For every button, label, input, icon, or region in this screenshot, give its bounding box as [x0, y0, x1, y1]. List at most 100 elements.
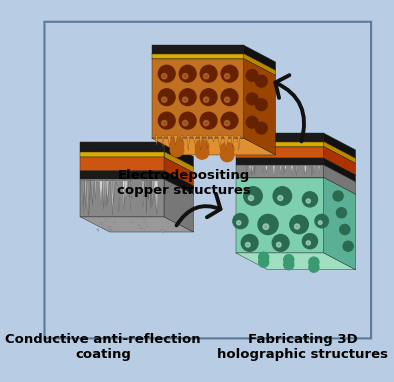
Polygon shape [145, 181, 148, 214]
Polygon shape [244, 45, 276, 70]
Polygon shape [80, 171, 193, 186]
Polygon shape [150, 181, 152, 209]
Polygon shape [152, 53, 276, 70]
Polygon shape [138, 225, 140, 226]
Polygon shape [166, 221, 169, 224]
Polygon shape [108, 228, 111, 230]
Circle shape [203, 120, 209, 126]
Polygon shape [108, 227, 112, 231]
Polygon shape [145, 181, 148, 200]
Circle shape [195, 146, 209, 159]
Circle shape [179, 112, 196, 129]
Circle shape [246, 117, 258, 128]
Polygon shape [91, 181, 94, 203]
Circle shape [256, 75, 267, 87]
Circle shape [258, 252, 269, 262]
Circle shape [309, 262, 319, 272]
Polygon shape [152, 45, 244, 53]
Polygon shape [212, 136, 216, 142]
Circle shape [256, 122, 267, 134]
Circle shape [244, 187, 262, 205]
Polygon shape [152, 58, 276, 75]
Polygon shape [80, 157, 164, 171]
Circle shape [221, 112, 238, 129]
Polygon shape [148, 181, 149, 200]
Polygon shape [164, 179, 193, 232]
Circle shape [273, 187, 292, 205]
Polygon shape [142, 229, 145, 232]
Circle shape [290, 215, 308, 234]
Circle shape [306, 241, 310, 245]
Polygon shape [141, 181, 145, 207]
Polygon shape [206, 136, 208, 148]
Circle shape [336, 208, 346, 218]
Polygon shape [311, 166, 313, 175]
Circle shape [272, 235, 289, 251]
Polygon shape [245, 166, 247, 173]
Polygon shape [303, 166, 305, 174]
Circle shape [340, 225, 350, 235]
Polygon shape [152, 181, 154, 206]
Polygon shape [130, 181, 131, 210]
Polygon shape [236, 178, 356, 194]
FancyArrowPatch shape [275, 75, 304, 141]
Polygon shape [280, 166, 282, 174]
Circle shape [182, 74, 188, 79]
Polygon shape [111, 181, 114, 215]
Polygon shape [262, 166, 264, 173]
Polygon shape [251, 166, 253, 176]
Polygon shape [218, 136, 222, 147]
Circle shape [278, 196, 283, 201]
Polygon shape [87, 181, 91, 216]
Polygon shape [296, 166, 297, 175]
Polygon shape [80, 142, 164, 152]
Polygon shape [132, 221, 134, 223]
Polygon shape [236, 147, 356, 163]
Polygon shape [104, 181, 106, 207]
Polygon shape [236, 142, 324, 147]
Polygon shape [143, 181, 145, 197]
Polygon shape [318, 166, 320, 173]
Circle shape [258, 257, 269, 267]
Polygon shape [236, 253, 356, 270]
Polygon shape [162, 136, 164, 148]
Polygon shape [296, 166, 298, 176]
Circle shape [306, 199, 310, 203]
Polygon shape [251, 166, 254, 174]
Polygon shape [86, 181, 90, 215]
Polygon shape [244, 53, 276, 75]
Polygon shape [237, 136, 240, 150]
Circle shape [284, 260, 294, 270]
FancyArrowPatch shape [177, 194, 221, 225]
Polygon shape [106, 181, 108, 207]
Polygon shape [164, 171, 193, 194]
Circle shape [203, 97, 209, 102]
Polygon shape [152, 58, 244, 138]
Circle shape [221, 142, 234, 156]
Polygon shape [273, 166, 275, 176]
Circle shape [158, 112, 175, 129]
Circle shape [221, 148, 234, 162]
Circle shape [263, 224, 269, 230]
Polygon shape [181, 136, 183, 142]
Polygon shape [97, 229, 99, 231]
Circle shape [162, 120, 167, 126]
Polygon shape [324, 147, 356, 175]
Polygon shape [236, 158, 356, 175]
Circle shape [309, 257, 319, 267]
Polygon shape [244, 58, 276, 155]
Polygon shape [246, 166, 247, 175]
Circle shape [318, 221, 322, 225]
Polygon shape [95, 181, 96, 199]
Polygon shape [193, 136, 196, 143]
Circle shape [237, 221, 241, 225]
Circle shape [179, 65, 196, 82]
Circle shape [182, 97, 188, 102]
Circle shape [162, 97, 167, 102]
Circle shape [170, 138, 184, 151]
Polygon shape [153, 181, 156, 201]
Circle shape [343, 241, 353, 251]
Polygon shape [118, 181, 120, 212]
Polygon shape [164, 142, 193, 167]
Polygon shape [107, 227, 110, 228]
